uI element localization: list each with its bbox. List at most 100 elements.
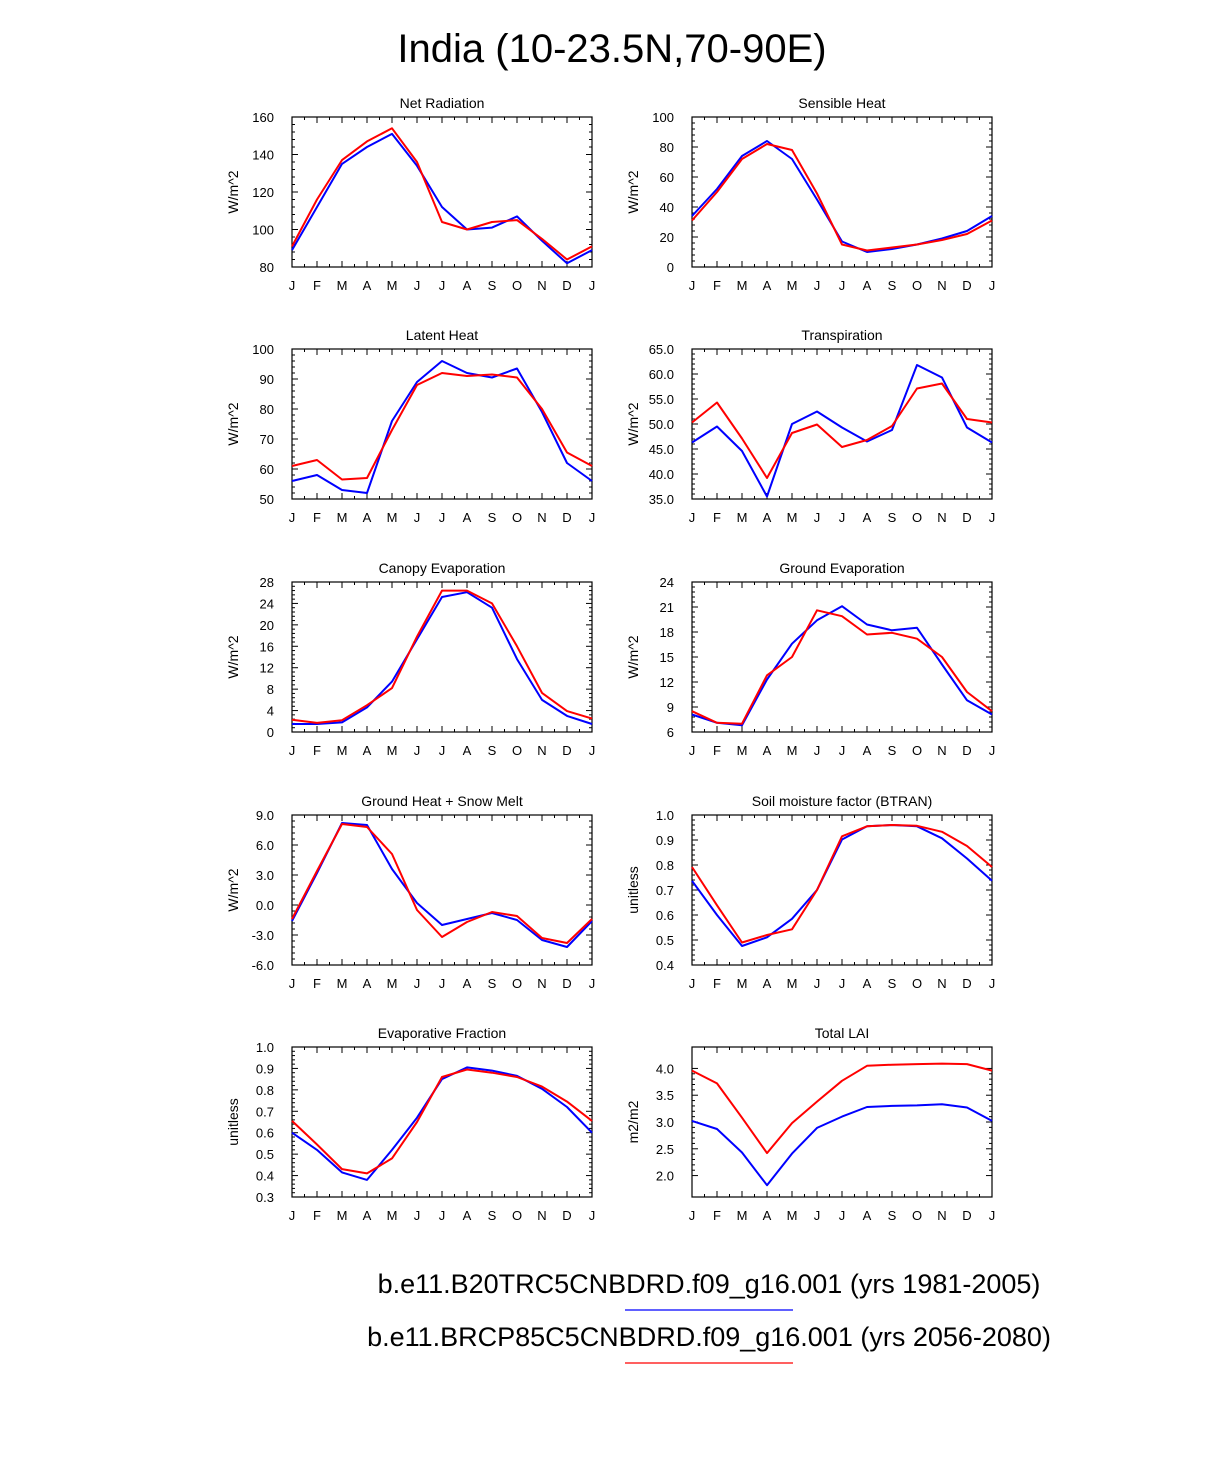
transpiration-xtick-label: J — [814, 510, 821, 525]
evaporative-fraction-ytick-label: 0.6 — [256, 1126, 274, 1141]
latent-heat-ytick-label: 60 — [260, 462, 274, 477]
transpiration-ytick-label: 45.0 — [649, 442, 674, 457]
transpiration-series-1981-2005 — [691, 364, 993, 498]
soil-moisture-factor-btran-xtick-label: J — [989, 976, 996, 991]
latent-heat-xtick-label: S — [488, 510, 497, 525]
ground-heat-snow-melt-xtick-label: J — [439, 976, 446, 991]
sensible-heat-xtick-label: O — [912, 278, 922, 293]
ground-heat-snow-melt-ytick-label: 0.0 — [256, 898, 274, 913]
latent-heat-ytick-label: 100 — [252, 342, 274, 357]
evaporative-fraction-ytick-label: 0.3 — [256, 1190, 274, 1205]
ground-heat-snow-melt-xtick-label: A — [463, 976, 472, 991]
soil-moisture-factor-btran-ylabel: unitless — [625, 866, 641, 913]
ground-heat-snow-melt-ytick-label: -6.0 — [252, 958, 274, 973]
total-lai-xtick-label: N — [937, 1208, 946, 1223]
ground-heat-snow-melt-ylabel: W/m^2 — [225, 868, 241, 911]
ground-evaporation-xtick-label: J — [814, 743, 821, 758]
net-radiation-xtick-label: F — [313, 278, 321, 293]
evaporative-fraction-xtick-label: A — [463, 1208, 472, 1223]
canopy-evaporation-xtick-label: N — [537, 743, 546, 758]
transpiration-series-2056-2080 — [691, 382, 993, 479]
canopy-evaporation-xtick-label: J — [414, 743, 421, 758]
ground-heat-snow-melt-xtick-label: M — [337, 976, 348, 991]
canopy-evaporation-xtick-label: M — [337, 743, 348, 758]
net-radiation-ytick-label: 160 — [252, 110, 274, 125]
ground-evaporation-xtick-label: J — [689, 743, 696, 758]
evaporative-fraction-xtick-label: N — [537, 1208, 546, 1223]
evaporative-fraction-ytick-label: 0.9 — [256, 1061, 274, 1076]
ground-evaporation-xtick-label: M — [737, 743, 748, 758]
evaporative-fraction-xtick-label: D — [562, 1208, 571, 1223]
sensible-heat-xtick-label: F — [713, 278, 721, 293]
ground-evaporation-ytick-label: 24 — [660, 575, 674, 590]
ground-evaporation-ytick-label: 18 — [660, 625, 674, 640]
evaporative-fraction-xtick-label: M — [337, 1208, 348, 1223]
net-radiation-xtick-label: M — [387, 278, 398, 293]
ground-heat-snow-melt-series-2056-2080 — [291, 823, 593, 944]
ground-heat-snow-melt-xtick-label: D — [562, 976, 571, 991]
total-lai-xtick-label: J — [839, 1208, 846, 1223]
canopy-evaporation-xtick-label: F — [313, 743, 321, 758]
transpiration-xtick-label: M — [737, 510, 748, 525]
sensible-heat-xtick-label: A — [863, 278, 872, 293]
evaporative-fraction-series-1981-2005 — [291, 1066, 593, 1181]
canopy-evaporation-ytick-label: 12 — [260, 661, 274, 676]
latent-heat-xtick-label: M — [387, 510, 398, 525]
net-radiation-xtick-label: N — [537, 278, 546, 293]
soil-moisture-factor-btran-title: Soil moisture factor (BTRAN) — [752, 793, 932, 809]
soil-moisture-factor-btran-xtick-label: M — [787, 976, 798, 991]
ground-evaporation-ytick-label: 15 — [660, 650, 674, 665]
ground-heat-snow-melt-xtick-label: O — [512, 976, 522, 991]
transpiration-xtick-label: A — [863, 510, 872, 525]
canopy-evaporation-xtick-label: J — [589, 743, 596, 758]
total-lai-xtick-label: O — [912, 1208, 922, 1223]
soil-moisture-factor-btran-xtick-label: F — [713, 976, 721, 991]
total-lai-ytick-label: 2.0 — [656, 1169, 674, 1184]
ground-evaporation-ytick-label: 9 — [667, 700, 674, 715]
soil-moisture-factor-btran-xtick-label: M — [737, 976, 748, 991]
net-radiation-xtick-label: J — [439, 278, 446, 293]
canopy-evaporation-ytick-label: 20 — [260, 618, 274, 633]
latent-heat-ytick-label: 70 — [260, 432, 274, 447]
canopy-evaporation-frame — [291, 581, 593, 733]
sensible-heat-ytick-label: 40 — [660, 200, 674, 215]
latent-heat-xtick-label: M — [337, 510, 348, 525]
canopy-evaporation-xtick-label: A — [463, 743, 472, 758]
ground-evaporation-xtick-label: M — [787, 743, 798, 758]
transpiration-frame — [691, 348, 993, 500]
ground-heat-snow-melt-xtick-label: J — [414, 976, 421, 991]
transpiration-xtick-label: J — [989, 510, 996, 525]
net-radiation-series-1981-2005 — [291, 132, 593, 265]
latent-heat-xtick-label: O — [512, 510, 522, 525]
latent-heat-xtick-label: A — [363, 510, 372, 525]
ground-evaporation-xtick-label: J — [989, 743, 996, 758]
soil-moisture-factor-btran-ytick-label: 0.5 — [656, 933, 674, 948]
evaporative-fraction-ylabel: unitless — [225, 1098, 241, 1145]
latent-heat-xtick-label: D — [562, 510, 571, 525]
ground-heat-snow-melt-ytick-label: -3.0 — [252, 928, 274, 943]
ground-heat-snow-melt-ytick-label: 3.0 — [256, 868, 274, 883]
transpiration-xtick-label: J — [689, 510, 696, 525]
ground-evaporation-xtick-label: A — [863, 743, 872, 758]
evaporative-fraction-xtick-label: J — [589, 1208, 596, 1223]
total-lai-series-1981-2005 — [691, 1103, 993, 1187]
ground-evaporation-title: Ground Evaporation — [779, 560, 904, 576]
latent-heat-series-1981-2005 — [291, 360, 593, 494]
transpiration-xtick-label: S — [888, 510, 897, 525]
net-radiation-xtick-label: J — [414, 278, 421, 293]
ground-evaporation-ytick-label: 6 — [667, 725, 674, 740]
soil-moisture-factor-btran-xtick-label: A — [763, 976, 772, 991]
net-radiation-xtick-label: J — [589, 278, 596, 293]
soil-moisture-factor-btran-xtick-label: J — [839, 976, 846, 991]
soil-moisture-factor-btran-series-2056-2080 — [691, 824, 993, 944]
latent-heat-series-2056-2080 — [291, 372, 593, 481]
net-radiation-xtick-label: M — [337, 278, 348, 293]
evaporative-fraction-ytick-label: 0.8 — [256, 1083, 274, 1098]
ground-heat-snow-melt-ytick-label: 6.0 — [256, 838, 274, 853]
ground-heat-snow-melt-title: Ground Heat + Snow Melt — [361, 793, 523, 809]
